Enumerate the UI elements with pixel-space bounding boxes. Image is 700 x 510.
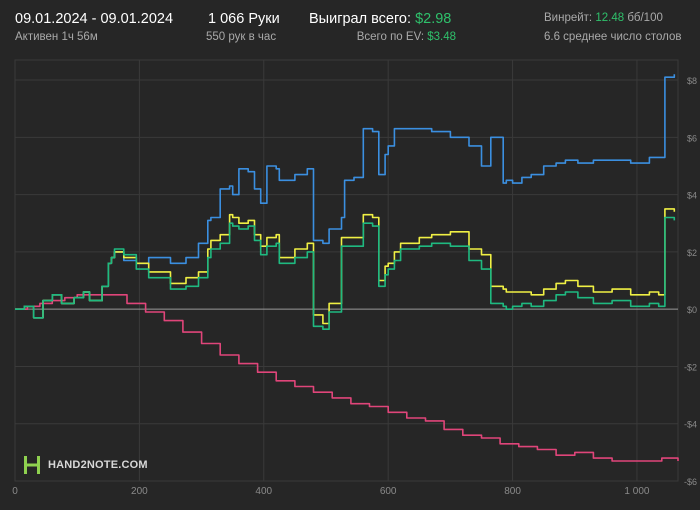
hands-per-hour: 550 рук в час — [206, 31, 277, 43]
hand2note-logo-icon — [24, 456, 40, 474]
hand2note-logo-text: HAND2NOTE.COM — [48, 459, 148, 471]
winrate-label: Винрейт: — [544, 12, 593, 24]
x-tick-label: 600 — [380, 486, 397, 497]
chart-grid — [14, 59, 679, 482]
x-tick-label: 200 — [131, 486, 148, 497]
y-tick-label: -$4 — [684, 420, 697, 430]
won-value: $2.98 — [415, 11, 452, 27]
chart-series — [15, 74, 679, 462]
y-tick-label: $8 — [687, 76, 697, 86]
avg-tables: 6.6 среднее число столов — [544, 31, 682, 43]
pink-series-line — [15, 294, 679, 462]
winrate-unit: бб/100 — [627, 12, 663, 24]
winrate: Винрейт: 12.48 бб/100 — [544, 12, 663, 24]
green-series-line — [15, 216, 676, 330]
won-label: Выиграл всего: — [309, 11, 412, 27]
plot-frame — [14, 59, 679, 482]
yellow-series-line — [15, 208, 676, 325]
y-tick-label: $6 — [687, 133, 697, 143]
y-tick-label: -$2 — [684, 362, 697, 372]
ev-label: Всего по EV: — [356, 31, 425, 43]
x-tick-label: 400 — [255, 486, 272, 497]
hand2note-logo: HAND2NOTE.COM — [22, 455, 148, 475]
y-tick-label: $0 — [687, 305, 697, 315]
x-tick-label: 0 — [12, 486, 18, 497]
hands-count: 1 066 Руки — [208, 11, 280, 27]
date-range: 09.01.2024 - 09.01.2024 — [15, 11, 174, 27]
winrate-value: 12.48 — [595, 12, 625, 24]
chart-ticks: 0 200 400 600 800 1 000 -$6 -$4 -$2 $0 $2 $4 $6 $8 — [12, 76, 697, 497]
y-tick-label: -$6 — [684, 477, 697, 487]
x-tick-label: 800 — [504, 486, 521, 497]
ev-value: $3.48 — [427, 31, 456, 43]
won-total: Выиграл всего: $2.98 — [309, 11, 451, 27]
x-tick-label: 1 000 — [624, 486, 649, 497]
ev-total: Всего по EV: $3.48 — [357, 31, 456, 43]
active-time: Активен 1ч 56м — [15, 31, 98, 43]
y-tick-label: $2 — [687, 248, 697, 258]
y-tick-label: $4 — [687, 191, 697, 201]
